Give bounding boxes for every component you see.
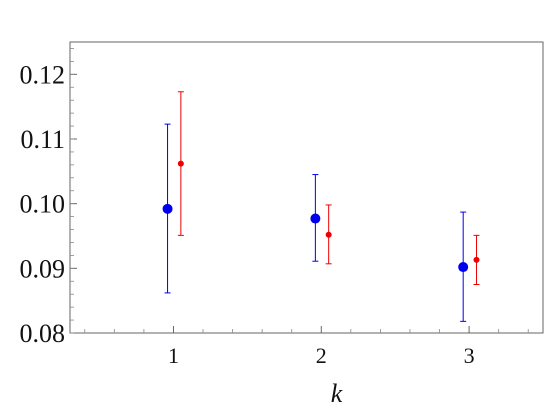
x-axis-label: k (331, 379, 343, 408)
data-point (325, 231, 332, 238)
data-point (177, 160, 184, 167)
y-axis: 0.08 0.09 0.10 0.11 0.12 (20, 48, 77, 348)
data-point (310, 213, 321, 224)
x-tick-label: 1 (168, 343, 179, 368)
x-tick-label: 3 (464, 343, 475, 368)
plot-frame (69, 41, 544, 334)
x-axis: 1 2 3 (84, 326, 529, 368)
data-point (473, 256, 480, 263)
x-tick-label: 2 (316, 343, 327, 368)
y-tick-label: 0.11 (20, 125, 65, 154)
y-tick-label: 0.10 (20, 190, 66, 219)
data-point (162, 203, 173, 214)
series-layer (162, 91, 480, 322)
series-1 (162, 123, 469, 322)
y-tick-label: 0.08 (20, 319, 66, 348)
data-point (458, 262, 469, 273)
series-2 (177, 91, 480, 285)
y-tick-label: 0.09 (20, 254, 66, 283)
y-tick-label: 0.12 (20, 60, 66, 89)
